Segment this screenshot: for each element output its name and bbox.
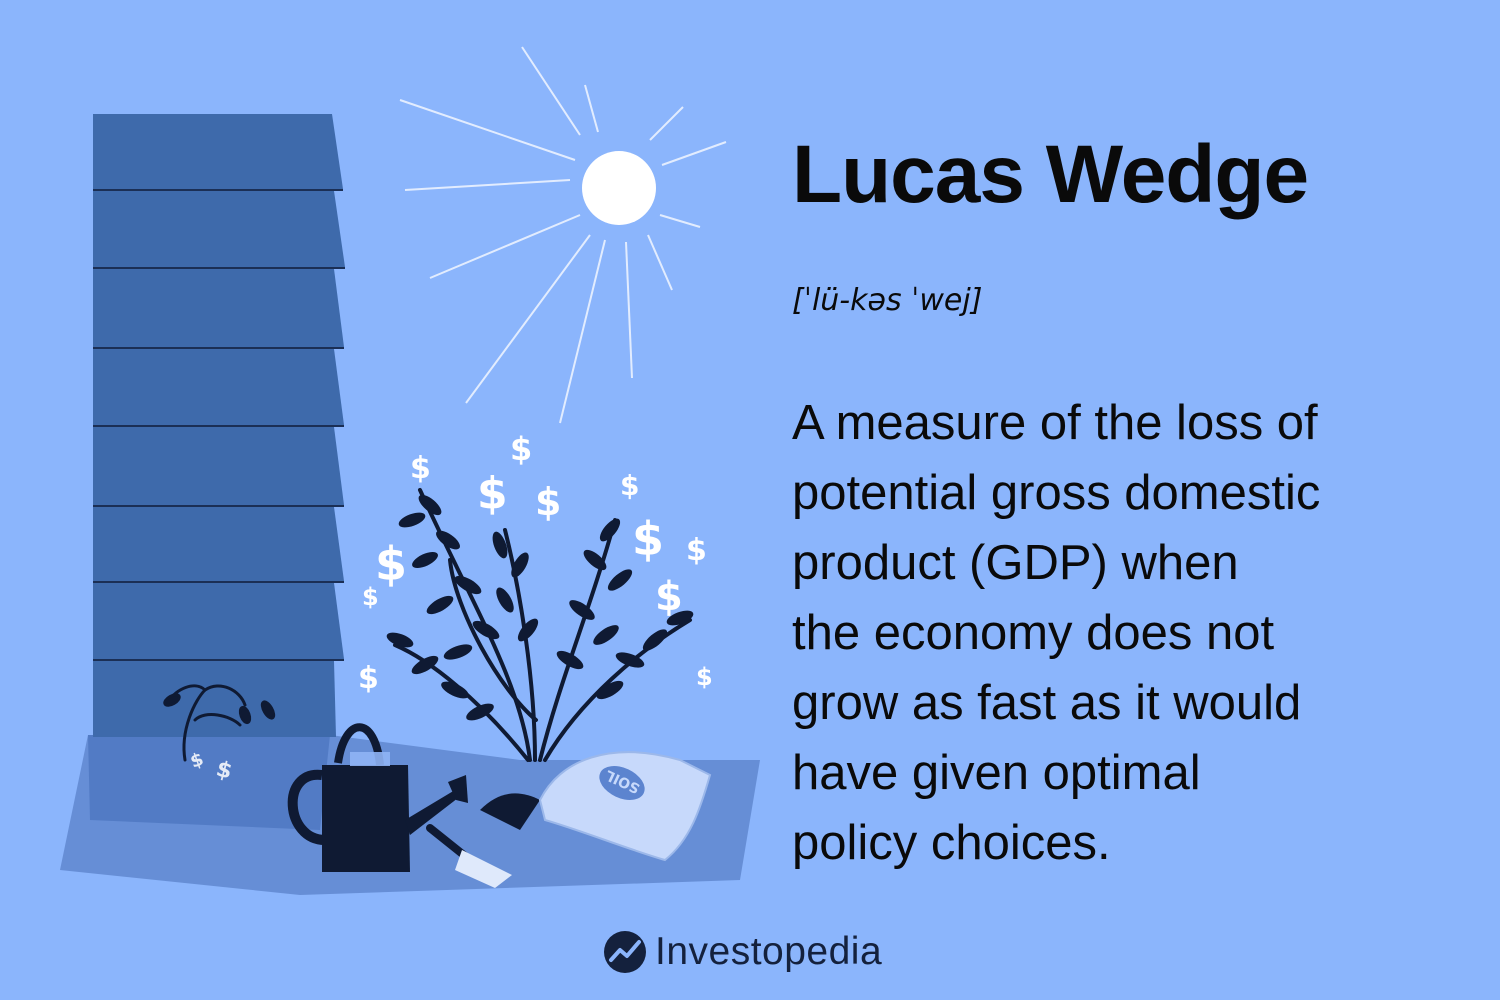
dollar-sign-icon: $: [410, 451, 431, 486]
sun-icon: [399, 46, 727, 424]
dollar-sign-icon: $: [686, 533, 707, 568]
brand-logo: Investopedia: [603, 930, 882, 974]
dollar-sign-icon: $: [375, 537, 407, 591]
term-title: Lucas Wedge: [792, 129, 1309, 220]
definition-line: have given optimal: [792, 746, 1201, 800]
dollar-sign-icon: $: [632, 512, 664, 566]
trowel-icon: [426, 824, 512, 888]
definition-line: grow as fast as it would: [792, 676, 1302, 730]
brand-name: Investopedia: [655, 930, 883, 973]
definition-line: the economy does not: [792, 606, 1275, 660]
dollar-sign-icons: $ $ $ $ $ $ $ $ $ $ $ $: [358, 430, 713, 696]
dollar-sign-icon: $: [213, 757, 234, 785]
watering-can-icon: [287, 723, 468, 872]
investopedia-logo-icon: [604, 931, 646, 973]
growing-plant-icon: [386, 488, 694, 762]
dollar-sign-icon: $: [358, 661, 379, 696]
building-icon: [93, 114, 345, 737]
dollar-sign-icon: $: [535, 480, 561, 524]
dollar-sign-icon: $: [510, 430, 532, 468]
definition-line: product (GDP) when: [792, 536, 1239, 590]
dollar-sign-icon: $: [620, 469, 639, 502]
dollar-sign-icon: $: [655, 574, 683, 620]
term-pronunciation: [ˈlü-kəs ˈwej]: [792, 283, 983, 318]
wilted-plant-icon: [163, 684, 276, 762]
dollar-sign-icon: $: [477, 468, 508, 519]
definition-line: policy choices.: [792, 816, 1111, 870]
lucas-wedge-illustration: $ $ $ $ $ $ $ $ $ $ $ $ $ $: [60, 46, 760, 895]
dollar-sign-icon: $: [362, 583, 379, 611]
definition-line: potential gross domestic: [792, 466, 1321, 520]
soil-bag-icon: SOIL: [480, 751, 712, 862]
dollar-sign-icon: $: [696, 663, 713, 691]
term-definition: A measure of the loss of potential gross…: [792, 388, 1432, 878]
definition-line: A measure of the loss of: [792, 396, 1318, 450]
